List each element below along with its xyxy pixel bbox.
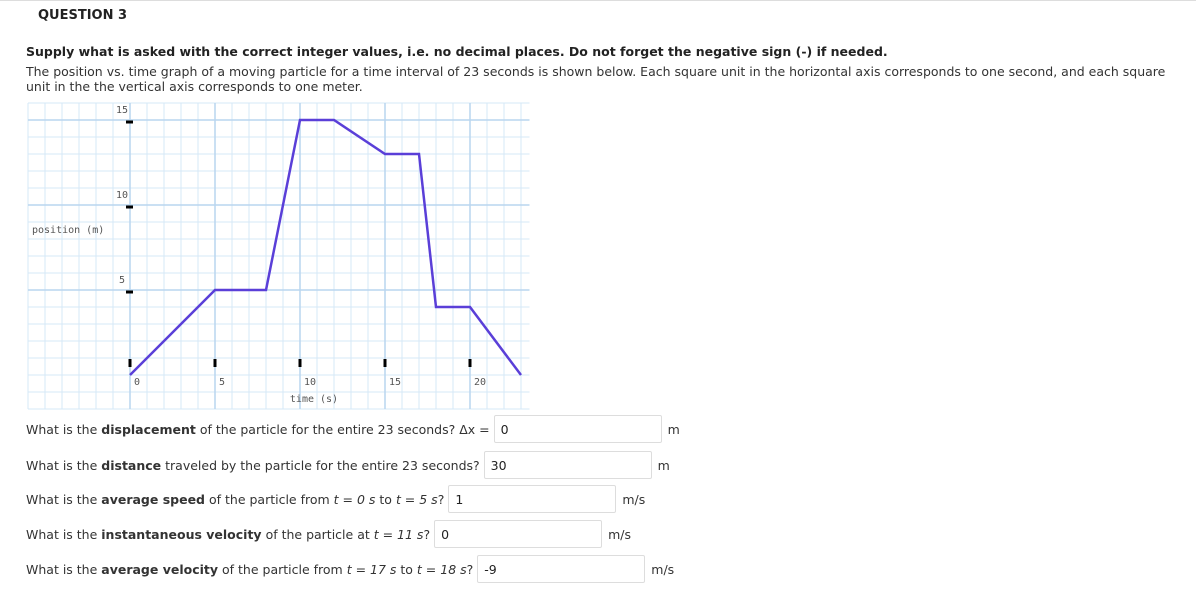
y-tick-label: 10	[116, 190, 128, 201]
unit: m/s	[622, 491, 646, 507]
x-axis-label: time (s)	[290, 394, 338, 405]
question-text: t = 11 s	[373, 526, 424, 542]
question-text: t = 0 s	[333, 491, 376, 507]
question-text: of the particle from	[218, 561, 347, 577]
question-row: What is the average velocity of the part…	[26, 554, 674, 584]
y-tick-label: 5	[119, 275, 125, 286]
answer-input[interactable]: 0	[493, 415, 662, 443]
question-row: What is the displacement of the particle…	[26, 414, 680, 444]
description: The position vs. time graph of a moving …	[26, 64, 1166, 94]
question-text: average speed	[101, 491, 205, 507]
instruction: Supply what is asked with the correct in…	[26, 44, 888, 59]
x-tick-label: 0	[134, 377, 140, 388]
unit: m/s	[651, 561, 675, 577]
answer-input[interactable]: -9	[477, 555, 646, 583]
question-text: of the particle for the entire 23 second…	[195, 421, 490, 437]
unit: m	[657, 457, 670, 473]
x-tick-label: 15	[389, 377, 401, 388]
question-row: What is the distance traveled by the par…	[26, 450, 670, 480]
position-line	[129, 118, 522, 376]
unit: m/s	[608, 526, 631, 542]
question-text: to	[396, 561, 417, 577]
question-text: ?	[423, 526, 431, 542]
question-text: ?	[437, 491, 445, 507]
answer-input[interactable]: 0	[434, 520, 603, 548]
question-text: of the particle at	[261, 526, 374, 542]
top-border	[0, 0, 1196, 1]
x-tick-label: 20	[474, 377, 486, 388]
question-text: displacement	[101, 421, 196, 437]
x-tick-label: 10	[304, 377, 316, 388]
question-text: distance	[101, 457, 162, 473]
question-row: What is the instantaneous velocity of th…	[26, 519, 631, 549]
chart: 0 5 10 15 20 5 10 15 position (m) time (s)	[27, 102, 530, 410]
question-text: to	[375, 491, 396, 507]
answer-input[interactable]: 30	[483, 451, 652, 479]
question-text: traveled by the particle for the entire …	[161, 457, 480, 473]
question-text: ?	[466, 561, 474, 577]
question-text: of the particle from	[205, 491, 334, 507]
question-text: t = 17 s	[346, 561, 397, 577]
y-tick-label: 15	[116, 105, 128, 116]
question-text: What is the	[26, 491, 102, 507]
question-text: t = 18 s	[416, 561, 467, 577]
y-axis-label: position (m)	[32, 225, 104, 236]
question-title: QUESTION 3	[38, 8, 128, 23]
question-text: instantaneous velocity	[101, 526, 262, 542]
question-text: What is the	[26, 561, 102, 577]
unit: m	[667, 421, 680, 437]
question-text: average velocity	[101, 561, 219, 577]
question-text: What is the	[26, 457, 102, 473]
question-text: What is the	[26, 421, 102, 437]
x-tick-label: 5	[219, 377, 225, 388]
question-text: What is the	[26, 526, 102, 542]
answer-input[interactable]: 1	[448, 485, 617, 513]
question-text: t = 5 s	[395, 491, 438, 507]
question-row: What is the average speed of the particl…	[26, 484, 645, 514]
